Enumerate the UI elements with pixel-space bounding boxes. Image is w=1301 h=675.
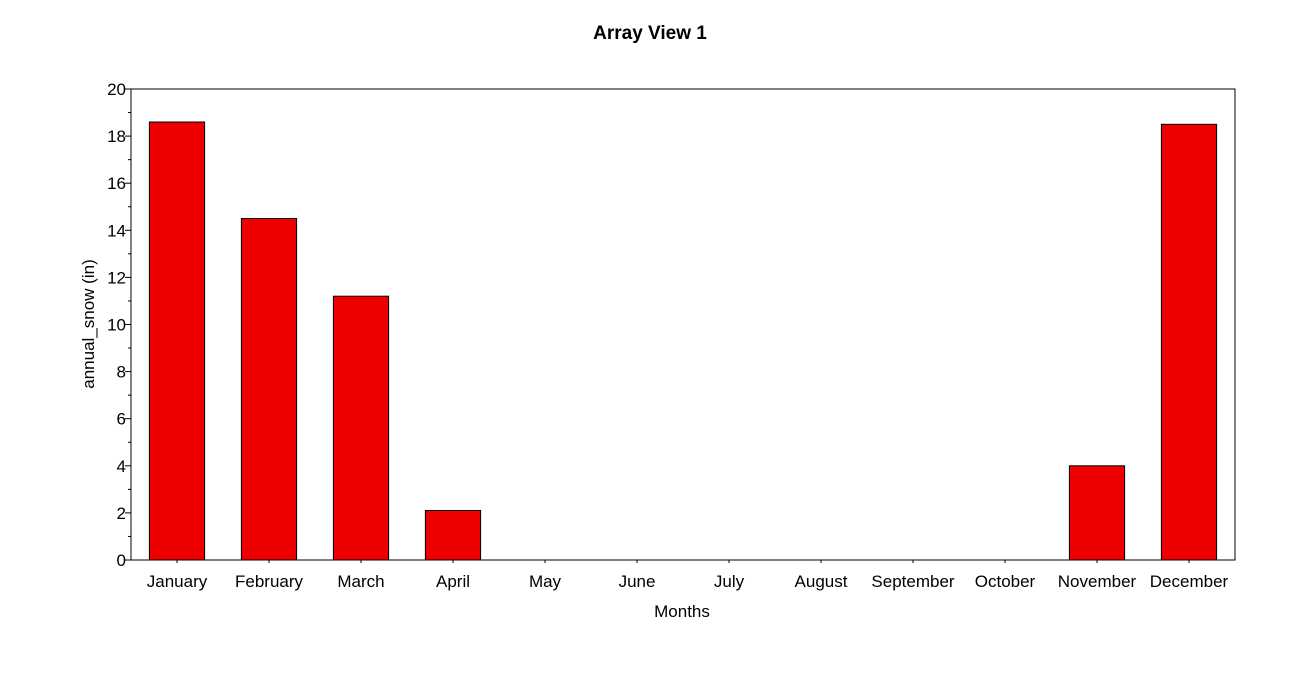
x-tick-label: September	[871, 572, 954, 591]
chart-title: Array View 1	[593, 23, 707, 44]
x-tick-label: November	[1058, 572, 1137, 591]
x-tick-label: May	[529, 572, 562, 591]
x-axis-label: Months	[654, 602, 710, 621]
y-tick-label: 18	[107, 127, 126, 146]
y-axis: 0 2 4 6 8 10 12 14 16 18 20	[107, 80, 131, 570]
y-tick-label: 4	[117, 457, 126, 476]
bar-april	[424, 510, 482, 561]
y-tick-label: 2	[117, 504, 126, 523]
x-tick-label: February	[235, 572, 304, 591]
x-tick-label: October	[975, 572, 1036, 591]
y-tick-label: 0	[117, 551, 126, 570]
y-tick-label: 16	[107, 174, 126, 193]
y-axis-label: annual_snow (in)	[79, 259, 98, 388]
bars-group	[148, 121, 1218, 561]
y-tick-label: 20	[107, 80, 126, 99]
x-tick-label: June	[619, 572, 656, 591]
x-tick-label: January	[147, 572, 208, 591]
bar-march	[332, 295, 390, 561]
x-tick-label: March	[337, 572, 384, 591]
y-tick-label: 6	[117, 410, 126, 429]
y-tick-label: 12	[107, 268, 126, 287]
bar-january	[148, 121, 206, 561]
x-tick-label: August	[795, 572, 848, 591]
x-axis: January February March April May June July Augu…	[147, 560, 1229, 591]
bar-december	[1160, 123, 1218, 561]
y-tick-label: 14	[107, 221, 126, 240]
x-tick-label: April	[436, 572, 470, 591]
y-tick-label: 8	[117, 363, 126, 382]
bar-february	[240, 218, 298, 561]
bar-november	[1068, 465, 1126, 561]
x-tick-label: December	[1150, 572, 1229, 591]
y-tick-label: 10	[107, 316, 126, 335]
plot-frame	[130, 88, 1236, 561]
x-tick-label: July	[714, 572, 745, 591]
